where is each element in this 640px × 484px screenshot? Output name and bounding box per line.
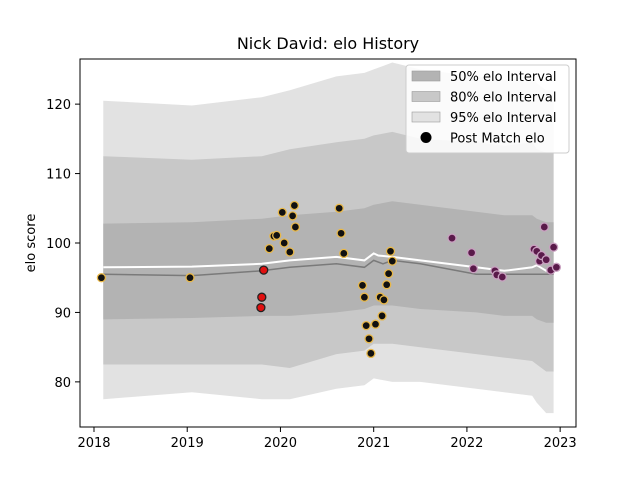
band-p50 <box>103 201 554 323</box>
x-tick-label-2018: 2018 <box>77 436 110 451</box>
chart-title: Nick David: elo History <box>237 34 419 53</box>
legend-label-1: 80% elo Interval <box>450 91 557 106</box>
y-axis-label: elo score <box>24 214 39 273</box>
y-tick-label-110: 110 <box>46 168 71 183</box>
data-point-gold-edge-23 <box>382 280 392 290</box>
data-point-gold-edge-18 <box>366 348 376 359</box>
y-tick-label-100: 100 <box>46 237 71 252</box>
legend: 50% elo Interval 80% elo Interval 95% elo … <box>405 64 570 154</box>
mean-line <box>103 259 554 277</box>
data-point-purple-2 <box>468 264 479 274</box>
x-tick-label-2022: 2022 <box>450 436 483 451</box>
data-point-gold-edge-5 <box>277 207 287 218</box>
x-tick-label-2021: 2021 <box>357 436 390 451</box>
legend-swatch-1 <box>411 91 441 102</box>
data-point-gold-edge-25 <box>385 246 396 256</box>
legend-box <box>405 64 570 154</box>
x-tick-label-2020: 2020 <box>264 436 297 451</box>
median-line <box>103 252 554 272</box>
legend-label-2: 95% elo Interval <box>450 111 557 126</box>
data-point-purple-10 <box>539 222 549 232</box>
data-point-gold-edge-6 <box>279 238 289 248</box>
data-point-gold-edge-7 <box>285 247 295 257</box>
data-point-gold-edge-24 <box>383 268 394 279</box>
data-point-red-1 <box>257 292 267 302</box>
data-point-gold-edge-13 <box>339 248 349 259</box>
data-point-gold-edge-26 <box>387 256 397 266</box>
data-point-gold-edge-0 <box>96 273 107 283</box>
y-tick-label-80: 80 <box>54 376 71 391</box>
y-tick-label-90: 90 <box>54 306 71 321</box>
y-tick-label-120: 120 <box>46 98 71 113</box>
data-point-gold-edge-17 <box>364 334 374 344</box>
data-point-purple-14 <box>551 262 562 272</box>
legend-label-3: Post Match elo <box>450 132 545 147</box>
x-tick-label-2023: 2023 <box>544 436 577 451</box>
data-point-gold-edge-11 <box>334 203 344 213</box>
data-point-gold-edge-10 <box>290 222 301 232</box>
data-point-purple-13 <box>548 242 559 252</box>
legend-marker-3 <box>420 132 432 143</box>
data-point-gold-edge-2 <box>264 243 274 254</box>
data-point-gold-edge-15 <box>359 292 370 302</box>
data-point-gold-edge-8 <box>287 211 298 221</box>
data-point-gold-edge-21 <box>377 311 387 321</box>
legend-label-0: 50% elo Interval <box>450 70 557 85</box>
data-point-purple-5 <box>497 272 507 282</box>
data-point-red-2 <box>259 265 269 275</box>
data-point-gold-edge-22 <box>379 295 389 305</box>
x-tick-label-2019: 2019 <box>171 436 204 451</box>
data-point-gold-edge-1 <box>185 273 195 283</box>
data-point-gold-edge-12 <box>336 228 346 238</box>
data-point-gold-edge-4 <box>272 230 282 241</box>
data-point-red-0 <box>256 302 266 313</box>
data-point-gold-edge-14 <box>357 280 368 291</box>
data-point-purple-1 <box>466 248 477 258</box>
data-point-gold-edge-19 <box>370 319 381 329</box>
data-point-gold-edge-16 <box>361 320 371 331</box>
legend-swatch-0 <box>411 70 441 82</box>
data-point-purple-0 <box>447 233 457 243</box>
data-point-gold-edge-9 <box>289 200 300 211</box>
legend-swatch-2 <box>411 111 441 123</box>
data-point-purple-11 <box>541 255 551 265</box>
